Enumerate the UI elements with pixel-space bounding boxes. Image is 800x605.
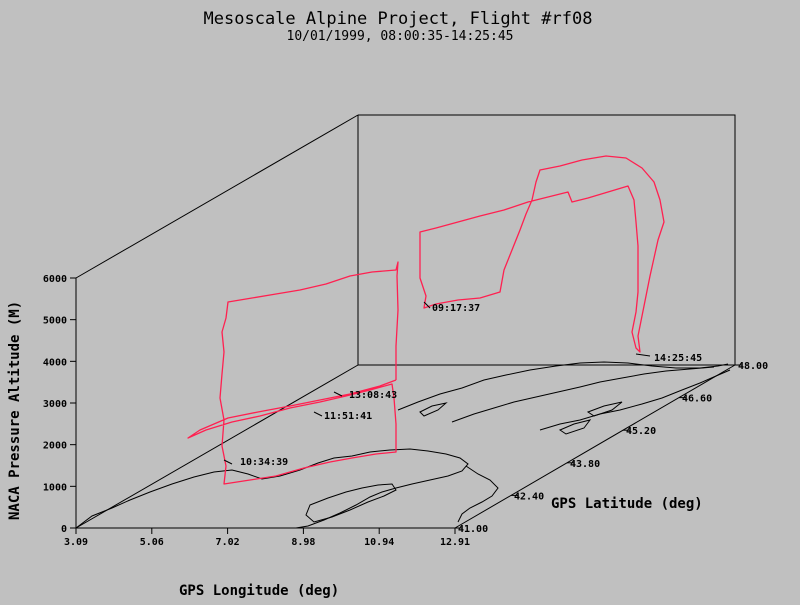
coastline-ligurian [75,448,469,529]
y-tick-label: 48.00 [738,361,768,372]
chart-subtitle: 10/01/1999, 08:00:35-14:25:45 [287,29,514,44]
marker-10-34-39 [223,459,233,465]
x-tick-label: 12.91 [440,537,470,548]
y-tick-label: 43.80 [570,459,600,470]
y-axis-label: GPS Latitude (deg) [551,496,703,512]
y-tick-label: 45.20 [626,426,656,437]
y-tick-label: 42.40 [514,491,544,502]
annotation-11-51-41: 11:51:41 [324,411,372,422]
z-tick-label: 5000 [43,316,67,327]
z-tick-label: 4000 [43,357,67,368]
x-tick-label: 10.94 [364,537,394,548]
y-tick-label: 41.00 [458,524,488,535]
marker-13-08-43 [333,391,343,397]
flight-track [187,155,665,485]
coastline-peninsula [457,465,499,523]
x-tick-label: 3.09 [64,537,88,548]
floor-right-diagonal [454,364,736,529]
coastline-italy-east [539,369,731,431]
axis-ticks: 3.09 5.06 7.02 8.98 10.94 12.91 41.00 42.40 43.8… [43,274,768,548]
flight-markers [223,301,651,465]
coastline-corsica [305,483,397,523]
x-tick-label: 8.98 [291,537,315,548]
plot-box [75,114,736,529]
coastline-map [75,361,731,529]
y-tick-label: 46.60 [682,394,712,405]
z-axis-label: NACA Pressure Altitude (M) [7,301,23,520]
coastline-islands [419,401,623,435]
annotation-14-25-45: 14:25:45 [654,353,702,364]
coastline-adriatic [397,361,729,411]
x-tick-label: 7.02 [216,537,240,548]
marker-11-51-41 [313,411,323,417]
floor-left-diagonal [75,364,359,529]
x-tick-label: 5.06 [140,537,164,548]
z-tick-label: 1000 [43,482,67,493]
annotation-13-08-43: 13:08:43 [349,390,397,401]
top-left-diagonal [75,114,359,279]
back-wall [357,114,736,366]
chart-title: Mesoscale Alpine Project, Flight #rf08 [204,9,593,29]
marker-14-25-45 [635,353,651,357]
x-axis-label: GPS Longitude (deg) [179,583,339,599]
z-tick-label: 3000 [43,399,67,410]
marker-09-17-37 [423,301,431,309]
z-tick-label: 6000 [43,274,67,285]
annotation-10-34-39: 10:34:39 [240,457,288,468]
annotation-09-17-37: 09:17:37 [432,303,480,314]
coastline-adriatic-east [451,366,715,423]
z-tick-label: 0 [61,524,67,535]
z-tick-label: 2000 [43,441,67,452]
